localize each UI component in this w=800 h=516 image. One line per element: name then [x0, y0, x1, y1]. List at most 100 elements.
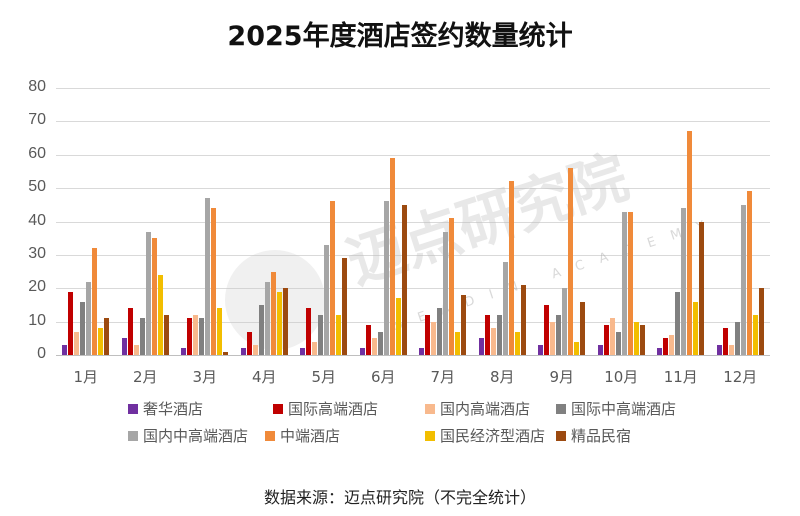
bar — [449, 218, 455, 355]
bar — [324, 244, 330, 355]
bar — [365, 324, 371, 355]
x-tick-label: 10月 — [604, 368, 639, 386]
gridline — [56, 321, 770, 323]
bar — [544, 304, 550, 355]
bar — [597, 345, 603, 355]
bar — [205, 198, 211, 355]
x-tick-label: 5月 — [311, 368, 337, 386]
bar — [687, 131, 693, 355]
legend-label: 国际中高端酒店 — [571, 400, 677, 418]
legend-swatch-icon — [128, 403, 138, 414]
bar — [556, 314, 562, 355]
legend-swatch-icon — [556, 430, 566, 441]
gridline — [56, 254, 770, 256]
legend-label: 国民经济型酒店 — [440, 427, 546, 445]
bar — [74, 331, 80, 355]
bar — [270, 271, 276, 355]
gridline — [56, 221, 770, 223]
bar — [728, 345, 734, 355]
bar — [121, 338, 127, 355]
bar — [151, 238, 157, 355]
legend-item: 精品民宿 — [556, 425, 631, 446]
bar — [722, 328, 728, 355]
bar — [282, 288, 288, 355]
legend-label: 国内中高端酒店 — [143, 427, 249, 445]
bar — [639, 324, 645, 355]
bar — [758, 288, 764, 355]
bar — [163, 314, 169, 355]
bar — [550, 321, 556, 355]
bar — [211, 208, 217, 355]
bar — [461, 294, 467, 355]
bar — [574, 341, 580, 355]
legend-item: 中端酒店 — [265, 425, 340, 446]
bar — [508, 181, 514, 355]
bar — [330, 201, 336, 355]
bar — [478, 338, 484, 355]
bar — [223, 351, 229, 355]
legend-label: 中端酒店 — [280, 427, 341, 445]
y-tick-label: 80 — [28, 78, 46, 95]
bar — [431, 321, 437, 355]
bar — [502, 261, 508, 355]
bar — [383, 201, 389, 355]
gridline — [56, 355, 770, 356]
bar — [716, 345, 722, 355]
bar — [312, 341, 318, 355]
x-tick-label: 4月 — [251, 368, 277, 386]
bar — [342, 258, 348, 355]
y-tick-label: 30 — [28, 244, 46, 262]
legend-item: 国内中高端酒店 — [128, 425, 248, 446]
bar — [490, 328, 496, 355]
bar — [520, 284, 526, 355]
legend-row: 国内中高端酒店 中端酒店 国民经济型酒店 精品民宿 — [128, 425, 708, 452]
bar — [734, 321, 740, 355]
bar — [389, 158, 395, 355]
bar — [145, 231, 151, 355]
bar — [252, 345, 258, 355]
legend-item: 国际高端酒店 — [273, 398, 378, 419]
legend-swatch-icon — [265, 430, 275, 441]
bar — [538, 345, 544, 355]
bar — [68, 291, 74, 355]
legend-row: 奢华酒店 国际高端酒店 国内高端酒店 国际中高端酒店 — [128, 398, 708, 425]
bar — [193, 314, 199, 355]
legend-swatch-icon — [425, 403, 435, 414]
bar — [98, 328, 104, 355]
x-tick-label: 6月 — [370, 368, 396, 386]
legend-label: 国际高端酒店 — [288, 400, 379, 418]
bar — [139, 318, 145, 355]
bar — [217, 308, 223, 355]
y-tick-label: 20 — [28, 278, 46, 296]
bar — [580, 301, 586, 355]
legend-label: 精品民宿 — [571, 427, 632, 445]
y-tick-label: 70 — [28, 111, 46, 129]
bar — [300, 348, 306, 355]
bar — [395, 298, 401, 355]
bar — [258, 304, 264, 355]
legend-label: 国内高端酒店 — [440, 400, 531, 418]
x-tick-label: 1月 — [73, 368, 99, 386]
bar — [336, 314, 342, 355]
y-tick-label: 0 — [37, 345, 46, 362]
legend: 奢华酒店 国际高端酒店 国内高端酒店 国际中高端酒店 国内中高端酒店 中端酒店 国民经济型… — [128, 398, 708, 452]
bar — [657, 348, 663, 355]
gridline — [56, 288, 770, 290]
gridline — [56, 88, 770, 89]
bar — [633, 321, 639, 355]
bar — [568, 168, 574, 355]
bars-layer — [62, 131, 764, 355]
legend-item: 国民经济型酒店 — [425, 425, 545, 446]
bar — [746, 191, 752, 355]
y-tick-label: 10 — [28, 311, 46, 329]
bar — [371, 338, 377, 355]
legend-swatch-icon — [425, 430, 435, 441]
bar — [157, 274, 163, 355]
bar — [359, 348, 365, 355]
x-tick-label: 11月 — [663, 368, 698, 386]
legend-swatch-icon — [273, 403, 283, 414]
bar — [562, 288, 568, 355]
bar — [276, 291, 282, 355]
bar — [419, 348, 425, 355]
x-tick-label: 12月 — [723, 368, 758, 386]
